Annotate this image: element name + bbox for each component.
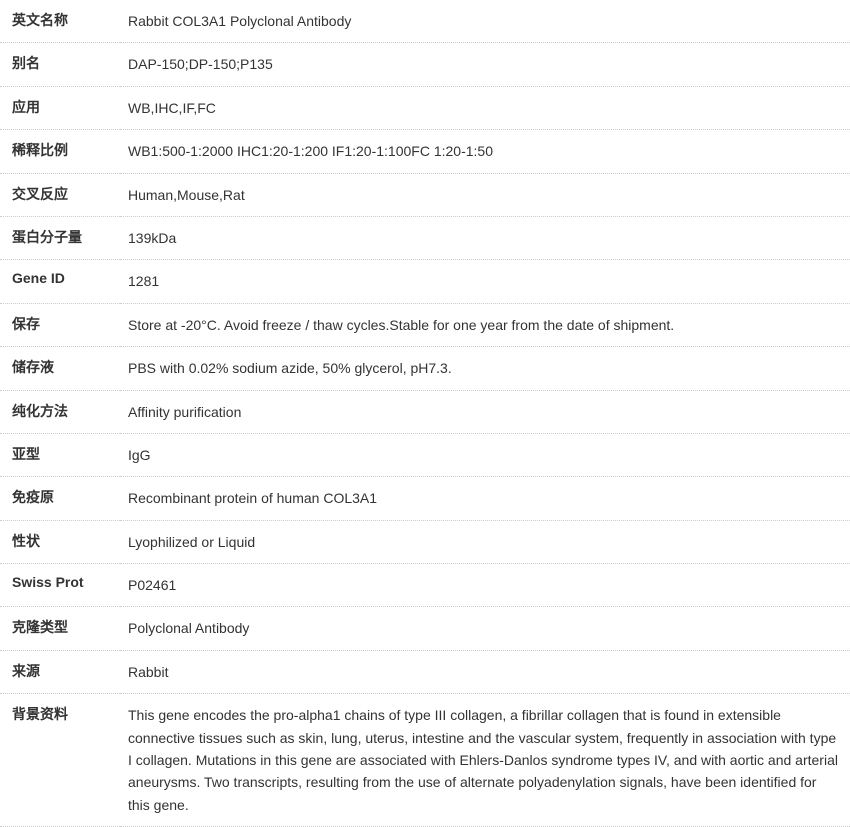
spec-label: 交叉反应 (0, 173, 120, 216)
table-row: 克隆类型Polyclonal Antibody (0, 607, 850, 650)
spec-label: 来源 (0, 650, 120, 693)
spec-table-body: 英文名称Rabbit COL3A1 Polyclonal Antibody别名D… (0, 0, 850, 827)
spec-label: 应用 (0, 86, 120, 129)
spec-label: 别名 (0, 43, 120, 86)
spec-label: Gene ID (0, 260, 120, 303)
table-row: 别名DAP-150;DP-150;P135 (0, 43, 850, 86)
spec-value: Recombinant protein of human COL3A1 (120, 477, 850, 520)
spec-label: 储存液 (0, 347, 120, 390)
spec-label: 克隆类型 (0, 607, 120, 650)
table-row: 蛋白分子量139kDa (0, 216, 850, 259)
spec-value: Rabbit (120, 650, 850, 693)
spec-value: DAP-150;DP-150;P135 (120, 43, 850, 86)
spec-label: 保存 (0, 303, 120, 346)
spec-label: 背景资料 (0, 694, 120, 827)
spec-value: Rabbit COL3A1 Polyclonal Antibody (120, 0, 850, 43)
spec-label: 亚型 (0, 433, 120, 476)
table-row: Swiss ProtP02461 (0, 564, 850, 607)
spec-value: P02461 (120, 564, 850, 607)
spec-label: 蛋白分子量 (0, 216, 120, 259)
table-row: 英文名称Rabbit COL3A1 Polyclonal Antibody (0, 0, 850, 43)
spec-value: Human,Mouse,Rat (120, 173, 850, 216)
spec-value: IgG (120, 433, 850, 476)
table-row: 性状Lyophilized or Liquid (0, 520, 850, 563)
spec-value: 139kDa (120, 216, 850, 259)
spec-value: Store at -20°C. Avoid freeze / thaw cycl… (120, 303, 850, 346)
spec-value: Polyclonal Antibody (120, 607, 850, 650)
table-row: 纯化方法Affinity purification (0, 390, 850, 433)
table-row: 稀释比例WB1:500-1:2000 IHC1:20-1:200 IF1:20-… (0, 130, 850, 173)
table-row: 亚型IgG (0, 433, 850, 476)
spec-label: 英文名称 (0, 0, 120, 43)
spec-value: Lyophilized or Liquid (120, 520, 850, 563)
table-row: 来源Rabbit (0, 650, 850, 693)
spec-value: 1281 (120, 260, 850, 303)
antibody-spec-table: 英文名称Rabbit COL3A1 Polyclonal Antibody别名D… (0, 0, 850, 827)
table-row: 背景资料This gene encodes the pro-alpha1 cha… (0, 694, 850, 827)
table-row: 保存Store at -20°C. Avoid freeze / thaw cy… (0, 303, 850, 346)
spec-value: PBS with 0.02% sodium azide, 50% glycero… (120, 347, 850, 390)
spec-label: 免疫原 (0, 477, 120, 520)
table-row: 交叉反应Human,Mouse,Rat (0, 173, 850, 216)
spec-label: Swiss Prot (0, 564, 120, 607)
table-row: 应用WB,IHC,IF,FC (0, 86, 850, 129)
spec-value: WB1:500-1:2000 IHC1:20-1:200 IF1:20-1:10… (120, 130, 850, 173)
table-row: 储存液PBS with 0.02% sodium azide, 50% glyc… (0, 347, 850, 390)
spec-label: 稀释比例 (0, 130, 120, 173)
spec-label: 纯化方法 (0, 390, 120, 433)
spec-value: WB,IHC,IF,FC (120, 86, 850, 129)
table-row: Gene ID1281 (0, 260, 850, 303)
table-row: 免疫原Recombinant protein of human COL3A1 (0, 477, 850, 520)
spec-label: 性状 (0, 520, 120, 563)
spec-value: This gene encodes the pro-alpha1 chains … (120, 694, 850, 827)
spec-value: Affinity purification (120, 390, 850, 433)
